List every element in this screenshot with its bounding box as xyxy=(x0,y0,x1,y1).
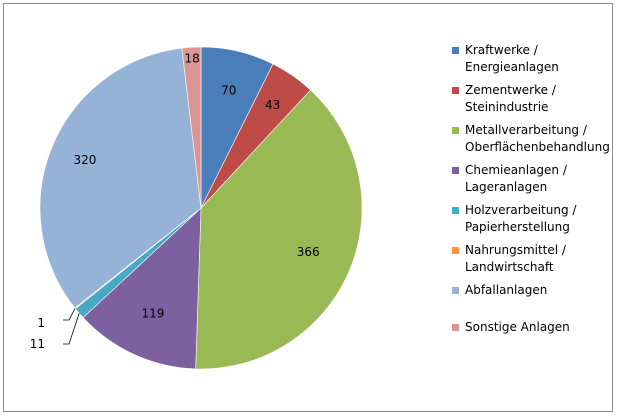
legend-item: Chemieanlagen / Lageranlagen xyxy=(452,162,617,196)
legend-label: Holzverarbeitung / xyxy=(465,203,577,217)
chart-legend: Kraftwerke / Energieanlagen Zementwerke / S… xyxy=(452,42,617,342)
legend-item: Holzverarbeitung / Papierherstellung xyxy=(452,202,617,236)
legend-label: Chemieanlagen / xyxy=(465,163,567,177)
legend-label: Papierherstellung xyxy=(465,220,570,234)
legend-label: Abfallanlagen xyxy=(465,283,548,297)
legend-swatch xyxy=(452,167,459,174)
pie-slice-value-label: 70 xyxy=(221,84,236,98)
legend-label: Zementwerke / xyxy=(465,83,556,97)
legend-item: Nahrungsmittel / Landwirtschaft xyxy=(452,242,617,276)
legend-label: Kraftwerke / xyxy=(465,43,538,57)
legend-swatch xyxy=(452,324,459,331)
legend-item: Kraftwerke / Energieanlagen xyxy=(452,42,617,76)
pie-slice-value-label: 11 xyxy=(30,337,45,351)
legend-item: Abfallanlagen xyxy=(452,282,617,299)
pie-slice-value-label: 119 xyxy=(141,307,164,321)
legend-swatch xyxy=(452,287,459,294)
label-leader-line xyxy=(63,308,76,321)
legend-label: Nahrungsmittel / xyxy=(465,243,566,257)
legend-swatch xyxy=(452,47,459,54)
label-leader-line xyxy=(63,313,80,345)
legend-swatch xyxy=(452,247,459,254)
legend-label: Energieanlagen xyxy=(465,60,559,74)
legend-label: Metallverarbeitung / xyxy=(465,123,587,137)
legend-item: Metallverarbeitung / Oberflächenbehandlun… xyxy=(452,122,617,156)
legend-swatch xyxy=(452,87,459,94)
legend-label: Steinindustrie xyxy=(465,100,549,114)
legend-label: Lageranlagen xyxy=(465,180,548,194)
legend-item: Sonstige Anlagen xyxy=(452,319,617,336)
legend-swatch xyxy=(452,127,459,134)
legend-label: Landwirtschaft xyxy=(465,260,554,274)
legend-label: Oberflächenbehandlung xyxy=(465,140,610,154)
pie-slice xyxy=(39,47,202,309)
pie-slice-value-label: 366 xyxy=(297,245,320,259)
pie-slice xyxy=(82,207,202,370)
pie-slice-value-label: 43 xyxy=(265,98,280,112)
pie-slice xyxy=(195,89,363,370)
pie-slice-value-label: 1 xyxy=(37,316,45,330)
legend-swatch xyxy=(452,207,459,214)
pie-slice xyxy=(181,46,202,209)
pie-slice-value-label: 320 xyxy=(73,153,96,167)
legend-item: Zementwerke / Steinindustrie xyxy=(452,82,617,116)
legend-label: Sonstige Anlagen xyxy=(465,320,570,334)
pie-slice-value-label: 18 xyxy=(184,52,199,66)
